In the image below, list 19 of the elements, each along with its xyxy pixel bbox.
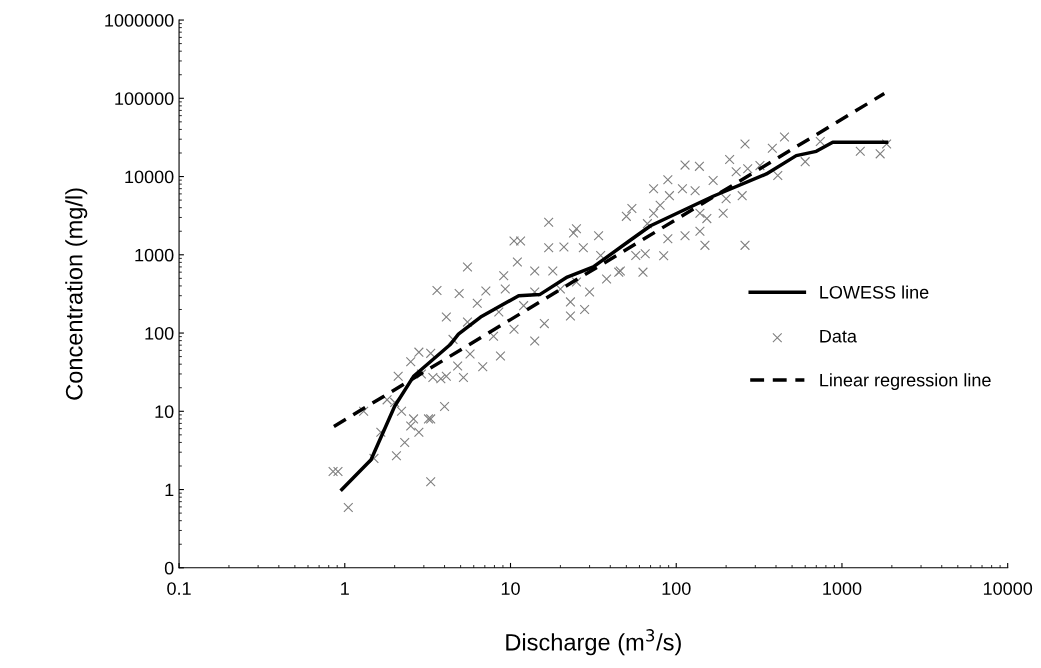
x-tick-label: 0.1: [167, 582, 191, 595]
legend-label: LOWESS line: [820, 285, 929, 299]
x-axis-title: Discharge (m$^{3}$/s): [506, 629, 681, 656]
x-tick-label: 100: [662, 582, 691, 595]
y-tick-label: 0: [164, 561, 174, 575]
x-tick-label: 10: [501, 582, 520, 595]
x-tick-label: 1000: [823, 582, 862, 595]
x-tick-label: 1: [341, 582, 349, 595]
legend-label: Linear regression line: [820, 373, 991, 391]
y-axis-title: Concentration (mg/l): [65, 188, 88, 400]
y-tick-label: 1: [165, 483, 174, 497]
y-tick-label: 100: [145, 326, 174, 340]
y-tick-label: 10000: [125, 170, 174, 184]
y-tick-label: 1000000: [105, 13, 174, 27]
x-tick-label: 10000: [983, 582, 1033, 595]
y-tick-label: 10: [155, 405, 174, 419]
legend-label: Data: [820, 329, 857, 343]
y-tick-label: 100000: [115, 92, 174, 106]
y-tick-label: 1000: [135, 248, 174, 262]
